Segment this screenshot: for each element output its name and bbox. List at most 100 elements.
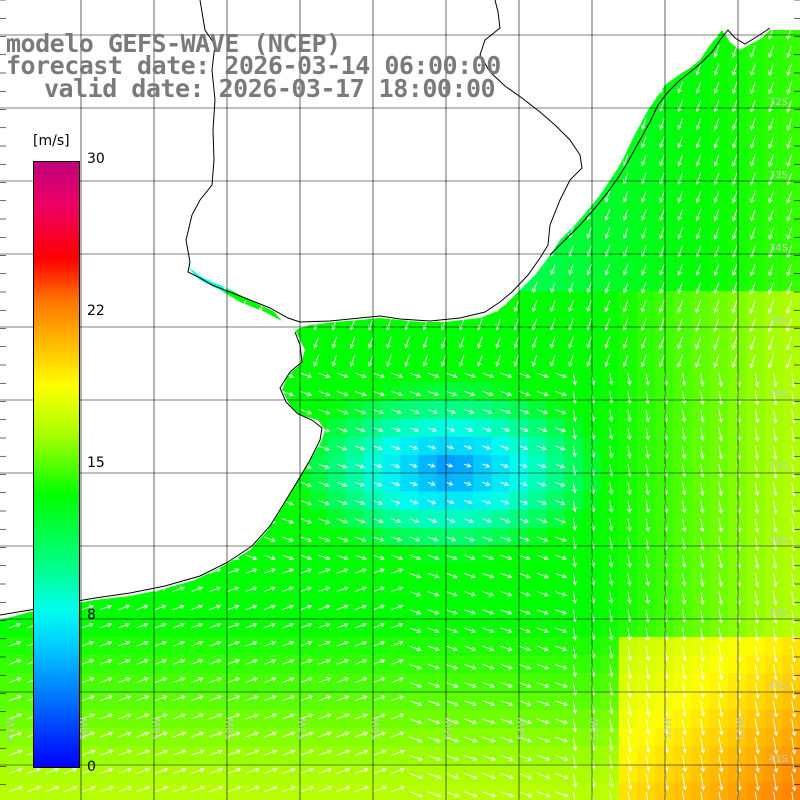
- wind-arrow: [372, 586, 386, 592]
- wind-arrow: [731, 209, 738, 222]
- wind-arrow: [300, 372, 313, 379]
- wind-arrow: [627, 573, 632, 587]
- wind-arrow: [409, 663, 422, 670]
- wind-arrow: [445, 463, 454, 468]
- wind-arrow: [731, 172, 738, 186]
- wind-arrow: [572, 755, 578, 770]
- wind-arrow: [482, 500, 492, 505]
- wind-arrow: [682, 737, 687, 754]
- wind-arrow: [354, 785, 369, 793]
- wind-arrow: [681, 536, 687, 551]
- wind-arrow: [773, 373, 778, 388]
- wind-arrow: [463, 390, 476, 397]
- wind-arrow: [172, 749, 187, 756]
- wind-arrow: [695, 336, 702, 350]
- wind-arrow: [627, 373, 632, 386]
- wind-arrow: [750, 227, 756, 240]
- wind-arrow: [354, 586, 367, 592]
- wind-arrow: [713, 45, 720, 58]
- wind-arrow: [190, 785, 205, 793]
- wind-arrow: [768, 263, 774, 277]
- wind-arrow: [391, 785, 406, 793]
- wind-arrow: [750, 190, 756, 204]
- wind-arrow: [713, 81, 720, 94]
- wind-arrow: [754, 591, 760, 606]
- wind-arrow: [718, 536, 723, 551]
- wind-arrow: [331, 354, 338, 367]
- wind-arrow: [391, 390, 403, 397]
- wind-arrow: [463, 609, 477, 615]
- wind-arrow: [713, 354, 720, 368]
- wind-arrow: [682, 718, 687, 736]
- wind-arrow: [681, 373, 687, 387]
- wind-arrow: [791, 791, 794, 800]
- wind-arrow: [604, 245, 611, 258]
- wind-arrow: [785, 318, 793, 333]
- wind-arrow: [313, 354, 319, 367]
- wind-arrow: [791, 773, 797, 792]
- wind-arrow: [368, 354, 374, 367]
- wind-arrow: [336, 785, 351, 793]
- wind-arrow: [750, 263, 756, 277]
- lon-label: 60W: [79, 717, 90, 740]
- wind-cell: [709, 782, 729, 800]
- wind-arrow: [641, 136, 647, 149]
- wind-arrow: [767, 354, 774, 369]
- wind-arrow: [554, 463, 566, 469]
- wind-arrow: [500, 409, 512, 415]
- wind-arrow: [190, 659, 204, 665]
- wind-arrow: [281, 536, 295, 542]
- wind-arrow: [336, 767, 351, 774]
- wind-arrow: [154, 713, 168, 720]
- wind-arrow: [773, 682, 779, 700]
- wind-arrow: [391, 427, 402, 433]
- wind-arrow: [645, 373, 650, 387]
- wind-arrow: [354, 713, 368, 720]
- wind-arrow: [609, 682, 614, 696]
- wind-arrow: [500, 609, 513, 615]
- wind-arrow: [550, 281, 556, 294]
- wind-arrow: [604, 354, 611, 367]
- wind-arrow: [572, 445, 577, 458]
- wind-arrow: [536, 372, 549, 379]
- wind-arrow: [749, 300, 756, 314]
- wind-arrow: [518, 627, 531, 634]
- lon-label: 58W: [225, 717, 236, 740]
- wind-arrow: [641, 263, 647, 276]
- wind-arrow: [518, 500, 529, 505]
- wind-arrow: [572, 409, 578, 423]
- wind-arrow: [245, 568, 258, 574]
- wind-arrow: [681, 464, 687, 478]
- wind-arrow: [718, 573, 723, 588]
- wind-arrow: [99, 749, 114, 756]
- wind-arrow: [372, 568, 386, 574]
- wind-arrow: [536, 572, 549, 579]
- wind-arrow: [391, 767, 405, 774]
- wind-arrow: [768, 45, 774, 58]
- wind-arrow: [658, 336, 665, 350]
- wind-arrow: [500, 754, 514, 761]
- lat-label: 38S: [769, 535, 788, 546]
- wind-arrow: [336, 500, 348, 506]
- wind-arrow: [81, 622, 94, 629]
- wind-arrow: [718, 755, 724, 773]
- wind-arrow: [681, 445, 687, 460]
- wind-arrow: [768, 227, 774, 240]
- wind-arrow: [536, 773, 551, 780]
- lon-label: 53W: [590, 717, 601, 740]
- wind-arrow: [136, 695, 150, 702]
- wind-arrow: [8, 677, 22, 683]
- wind-arrow: [536, 682, 550, 688]
- wind-arrow: [773, 464, 778, 479]
- wind-arrow: [391, 518, 402, 524]
- wind-arrow: [136, 785, 151, 793]
- wind-arrow: [445, 791, 460, 798]
- wind-arrow: [409, 791, 424, 798]
- wind-arrow: [81, 604, 94, 611]
- wind-arrow: [368, 336, 374, 349]
- wind-arrow: [409, 700, 423, 707]
- wind-arrow: [554, 663, 568, 670]
- lat-label: 36S: [769, 389, 788, 400]
- wind-arrow: [773, 518, 778, 533]
- wind-arrow: [791, 518, 796, 534]
